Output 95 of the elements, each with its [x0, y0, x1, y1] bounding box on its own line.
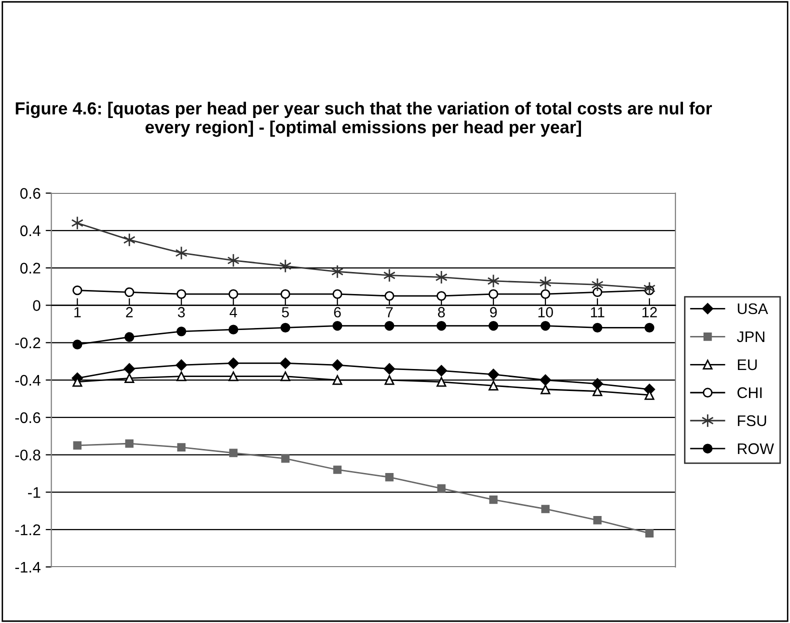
point [333, 466, 342, 474]
x-tick-label: 12 [642, 307, 657, 318]
y-tick-label: -0.4 [15, 374, 40, 386]
x-tick-label: 1 [74, 307, 81, 318]
point [488, 380, 498, 390]
point [384, 320, 394, 331]
chart-title: Figure 4.6: [quotas per head per year such that the variation of total costs are nul for every region] - [optimal emissions per head per year] [16, 102, 712, 137]
point [280, 371, 290, 382]
point [384, 375, 394, 385]
point [436, 291, 446, 301]
point [645, 529, 654, 538]
y-tick-label: -1.2 [15, 524, 40, 536]
point [540, 384, 550, 394]
point [591, 278, 604, 292]
x-tick-label: 7 [386, 307, 393, 318]
point [592, 322, 602, 333]
point [124, 287, 134, 298]
y-tick-label: -0.8 [15, 450, 40, 460]
point [644, 322, 654, 333]
point [281, 454, 290, 463]
point [540, 374, 552, 386]
point [592, 287, 602, 298]
x-tick-label: 5 [282, 307, 289, 318]
point [436, 377, 446, 387]
point [489, 495, 498, 504]
legend-label: CHI [737, 387, 762, 398]
point [383, 268, 396, 282]
x-tick-label: 10 [538, 307, 553, 318]
x-tick-label: 6 [334, 307, 341, 318]
y-tick-label: 0 [33, 300, 40, 311]
point [488, 289, 498, 299]
point [541, 504, 550, 514]
point [593, 516, 602, 524]
x-tick-label: 3 [178, 307, 185, 318]
y-tick-label: -1.4 [15, 562, 40, 572]
point [280, 322, 290, 333]
point [71, 216, 84, 230]
point [124, 373, 134, 384]
point [73, 441, 82, 450]
x-tick-label: 9 [490, 307, 497, 318]
point [228, 358, 239, 369]
point [487, 274, 500, 288]
point [332, 359, 343, 371]
point [592, 378, 604, 390]
point [124, 332, 134, 342]
point [384, 363, 396, 374]
point [176, 359, 187, 371]
point [72, 285, 82, 296]
point [435, 270, 448, 284]
point [539, 276, 552, 290]
point [177, 443, 186, 452]
point [540, 289, 550, 299]
x-tick-label: 4 [230, 307, 238, 318]
point [280, 358, 291, 369]
x-tick-label: 11 [590, 307, 604, 318]
point [279, 259, 292, 273]
y-tick-label: -0.2 [15, 338, 40, 348]
y-tick-label: 0.2 [20, 262, 40, 274]
y-tick-label: -1 [28, 487, 40, 498]
point [228, 371, 238, 382]
point [332, 289, 342, 299]
point [488, 368, 500, 380]
point [280, 289, 290, 299]
y-tick-label: 0.6 [20, 188, 40, 199]
x-tick-label: 8 [438, 307, 445, 318]
point [437, 484, 446, 493]
point [123, 232, 136, 247]
point [176, 326, 186, 336]
point [436, 320, 446, 331]
point [176, 371, 186, 382]
point [228, 324, 238, 334]
point [385, 473, 394, 482]
point [540, 320, 550, 331]
point [228, 289, 238, 299]
y-tick-label: -0.6 [15, 412, 40, 424]
legend-label: USA [738, 303, 768, 314]
point [229, 448, 238, 458]
legend-label: ROW [738, 443, 774, 454]
point [72, 340, 82, 350]
legend-label: EU [738, 359, 757, 370]
point [176, 289, 186, 299]
point [124, 363, 135, 374]
y-tick-label: 0.4 [20, 225, 40, 236]
legend-label: JPN [736, 331, 764, 342]
point [331, 264, 344, 279]
point [227, 253, 240, 268]
point [488, 320, 498, 331]
point [384, 291, 394, 301]
point [332, 320, 342, 331]
legend-label: FSU [738, 415, 766, 426]
point [125, 439, 134, 448]
x-tick-label: 2 [126, 307, 133, 318]
point [175, 246, 188, 260]
point [436, 365, 448, 376]
point [332, 375, 342, 385]
